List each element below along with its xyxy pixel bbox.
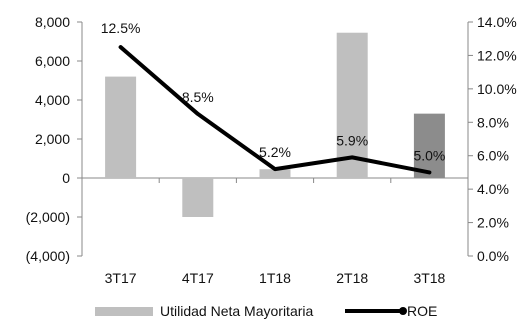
legend-item-roe: ROE (345, 303, 437, 319)
legend-swatch-line (345, 307, 407, 315)
legend: Utilidad Neta Mayoritaria ROE (0, 303, 529, 327)
right-tick-label: 10.0% (477, 81, 517, 97)
legend-label-utilidad: Utilidad Neta Mayoritaria (160, 303, 314, 319)
roe-data-label: 5.2% (259, 144, 291, 160)
roe-line (118, 45, 432, 175)
x-tick-label: 1T18 (259, 270, 291, 286)
x-tick-label: 4T17 (182, 270, 214, 286)
right-tick-label: 12.0% (477, 47, 517, 63)
roe-data-label: 8.5% (182, 89, 214, 105)
left-tick-label: 2,000 (35, 131, 70, 147)
right-tick-label: 0.0% (477, 248, 509, 264)
legend-label-roe: ROE (407, 303, 438, 319)
x-tick-label: 3T17 (105, 270, 137, 286)
bar-series (105, 32, 445, 217)
right-tick-label: 14.0% (477, 14, 517, 30)
roe-line-series (118, 45, 432, 175)
legend-item-utilidad: Utilidad Neta Mayoritaria (95, 303, 313, 319)
x-tick-label: 3T18 (413, 270, 445, 286)
x-tick-label: 2T18 (336, 270, 368, 286)
bar-2T18 (336, 32, 368, 178)
left-tick-label: 8,000 (35, 14, 70, 30)
bar-1T18 (259, 169, 291, 178)
right-tick-label: 8.0% (477, 114, 509, 130)
left-tick-label: (4,000) (26, 248, 70, 264)
right-tick-label: 2.0% (477, 215, 509, 231)
bar-3T18 (413, 113, 445, 178)
left-tick-label: 0 (62, 170, 70, 186)
combo-chart: 8,000 6,000 4,000 2,000 0 (2,000) (4,000) 14.0… (26, 14, 517, 286)
roe-data-label: 12.5% (101, 20, 141, 36)
left-tick-label: 6,000 (35, 53, 70, 69)
left-axis: 8,000 6,000 4,000 2,000 0 (2,000) (4,000) (26, 14, 469, 264)
roe-data-label: 5.9% (336, 132, 368, 148)
bar-3T17 (105, 76, 137, 178)
bar-4T17 (182, 178, 214, 217)
x-axis-labels: 3T17 4T17 1T18 2T18 3T18 (105, 270, 446, 286)
roe-data-label: 5.0% (413, 147, 445, 163)
roe-data-labels: 12.5% 8.5% 5.2% 5.9% 5.0% (101, 20, 446, 163)
left-tick-label: 4,000 (35, 92, 70, 108)
right-axis: 14.0% 12.0% 10.0% 8.0% 6.0% 4.0% 2.0% 0.0% (467, 14, 517, 264)
left-tick-label: (2,000) (26, 209, 70, 225)
right-tick-label: 4.0% (477, 181, 509, 197)
legend-swatch-bar (95, 306, 153, 316)
right-tick-label: 6.0% (477, 148, 509, 164)
